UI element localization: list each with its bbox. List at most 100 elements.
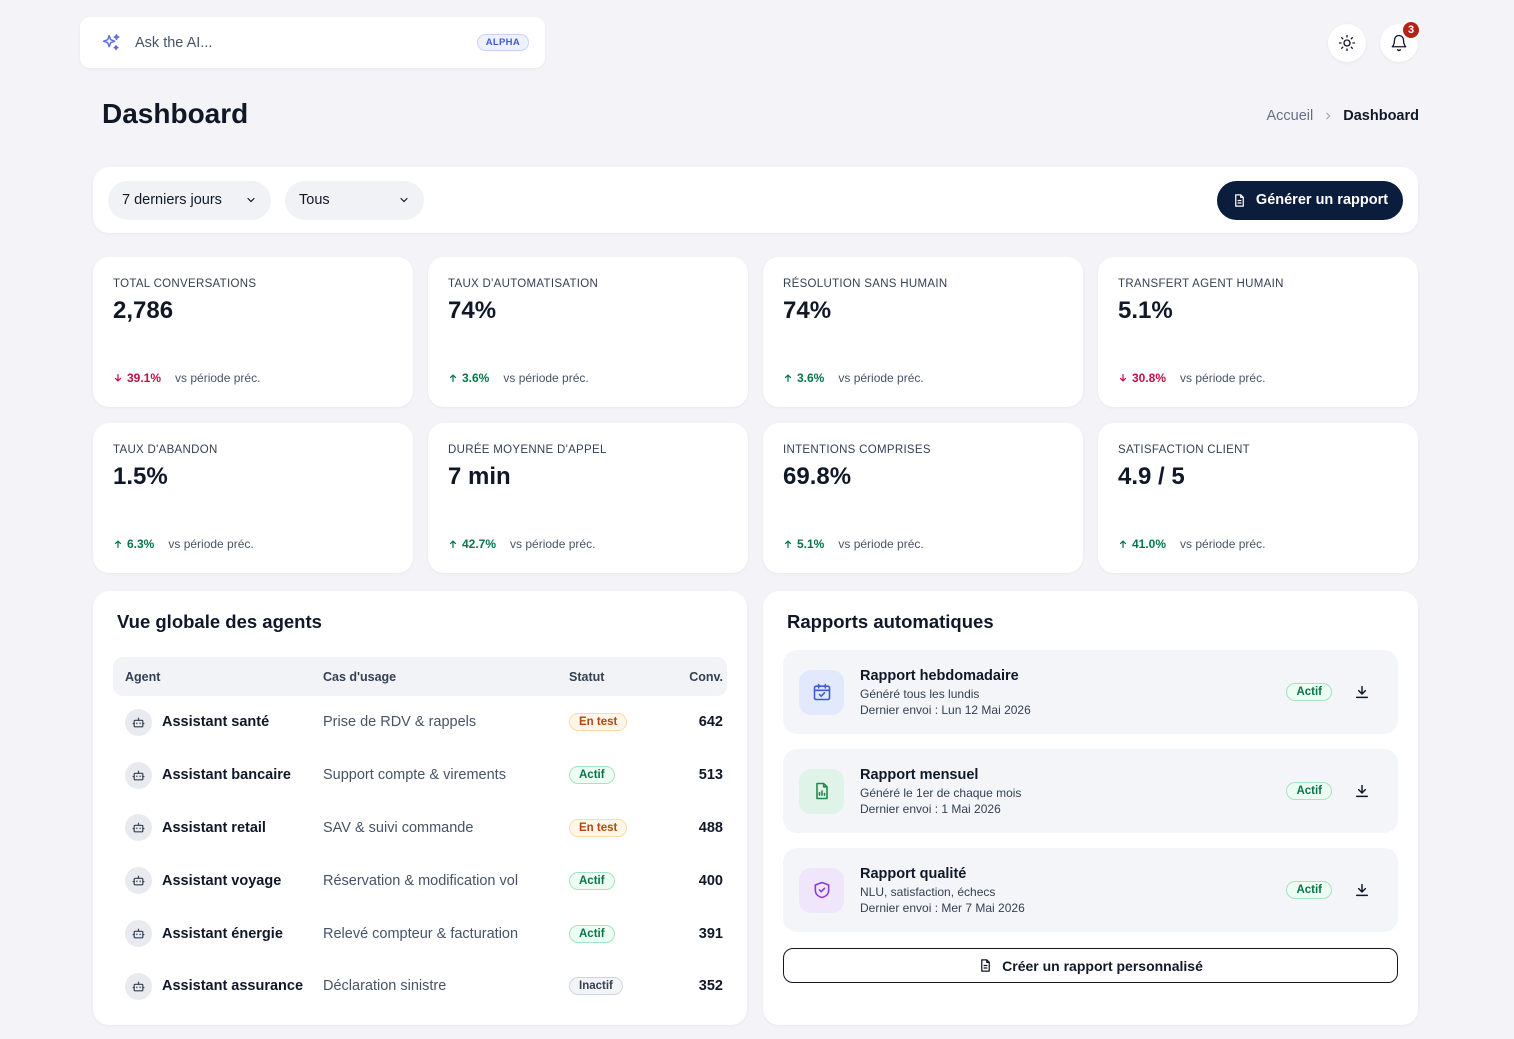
- arrow-down-icon: [1118, 373, 1128, 383]
- kpi-label: TOTAL CONVERSATIONS: [113, 278, 257, 290]
- download-icon[interactable]: [1354, 783, 1370, 799]
- reports-section-title: Rapports automatiques: [787, 611, 994, 632]
- status-cell: Actif: [569, 766, 649, 785]
- chevron-right-icon: [1323, 111, 1333, 121]
- table-row[interactable]: Assistant bancaire Support compte & virem…: [113, 749, 727, 802]
- table-row[interactable]: Assistant assurance Déclaration sinistre I…: [113, 960, 727, 1013]
- kpi-label: RÉSOLUTION SANS HUMAIN: [783, 278, 948, 290]
- kpi-delta: 6.3%: [113, 537, 154, 551]
- report-last-sent: Dernier envoi : 1 Mai 2026: [860, 801, 1001, 816]
- kpi-delta-value: 5.1%: [797, 537, 825, 551]
- agent-conversations: 642: [698, 714, 723, 731]
- kpi-trend: 30.8% vs période préc.: [1118, 371, 1265, 385]
- sparkle-icon: [100, 32, 122, 54]
- agent-conversations: 488: [698, 819, 723, 836]
- kpi-delta-value: 3.6%: [797, 371, 825, 385]
- status-cell: Actif: [569, 871, 649, 890]
- kpi-card: TAUX D'AUTOMATISATION 74% 3.6% vs période p…: [428, 257, 748, 407]
- kpi-value: 1.5%: [113, 463, 168, 490]
- kpi-card: SATISFACTION CLIENT 4.9 / 5 41.0% vs périod…: [1098, 423, 1418, 573]
- download-icon[interactable]: [1354, 684, 1370, 700]
- notifications-button[interactable]: 3: [1380, 20, 1421, 62]
- kpi-trend: 3.6% vs période préc.: [783, 371, 924, 385]
- status-badge: Actif: [569, 766, 615, 785]
- report-description: Généré le 1er de chaque mois: [860, 785, 1022, 800]
- kpi-label: SATISFACTION CLIENT: [1118, 444, 1251, 456]
- agents-table-header: Agent Cas d'usage Statut Conv.: [113, 657, 727, 696]
- document-icon: [1232, 193, 1256, 208]
- kpi-trend: 39.1% vs période préc.: [113, 371, 260, 385]
- kpi-trend: 42.7% vs période préc.: [448, 537, 595, 551]
- breadcrumb-home-link[interactable]: Accueil: [1266, 108, 1314, 124]
- agent-use-case: Réservation & modification vol: [323, 872, 519, 889]
- kpi-comparison-label: vs période préc.: [503, 371, 589, 385]
- report-description: Généré tous les lundis: [860, 686, 980, 701]
- report-item: Rapport qualité NLU, satisfaction, échecs…: [783, 848, 1398, 932]
- kpi-comparison-label: vs période préc.: [1180, 537, 1266, 551]
- kpi-delta-value: 3.6%: [462, 371, 490, 385]
- ai-search-placeholder: Ask the AI...: [135, 34, 213, 51]
- kpi-label: TAUX D'AUTOMATISATION: [448, 278, 599, 290]
- agent-cell: Assistant voyage: [113, 867, 323, 895]
- agents-overview-card: Vue globale des agents Agent Cas d'usage…: [93, 591, 747, 1025]
- shield-check-icon: [799, 867, 844, 913]
- table-row[interactable]: Assistant retail SAV & suivi commande En t…: [113, 802, 727, 855]
- kpi-label: INTENTIONS COMPRISES: [783, 444, 931, 456]
- kpi-card: DURÉE MOYENNE D'APPEL 7 min 42.7% vs périod…: [428, 423, 748, 573]
- agent-use-case: Relevé compteur & facturation: [323, 925, 519, 942]
- column-header-conversations: Conv.: [689, 669, 723, 684]
- kpi-trend: 5.1% vs période préc.: [783, 537, 924, 551]
- kpi-comparison-label: vs période préc.: [510, 537, 596, 551]
- report-title: Rapport mensuel: [860, 766, 979, 783]
- kpi-value: 74%: [448, 297, 497, 324]
- agent-name: Assistant bancaire: [162, 767, 291, 784]
- period-select[interactable]: 7 derniers jours: [108, 180, 271, 220]
- agent-use-case: Déclaration sinistre: [323, 978, 447, 995]
- generate-report-button[interactable]: Générer un rapport: [1217, 180, 1403, 220]
- report-item: Rapport hebdomadaire Généré tous les lund…: [783, 650, 1398, 734]
- status-badge: Inactif: [569, 977, 623, 996]
- status-badge: Actif: [1286, 782, 1332, 800]
- kpi-trend: 41.0% vs période préc.: [1118, 537, 1265, 551]
- report-text: Rapport mensuel Généré le 1er de chaque m…: [860, 767, 1286, 816]
- agent-use-case: Prise de RDV & rappels: [323, 714, 477, 731]
- kpi-delta: 3.6%: [783, 371, 824, 385]
- kpi-label: TAUX D'ABANDON: [113, 444, 218, 456]
- table-row[interactable]: Assistant voyage Réservation & modificati…: [113, 854, 727, 907]
- agent-conversations: 400: [698, 872, 723, 889]
- bot-icon: [125, 708, 152, 736]
- kpi-comparison-label: vs période préc.: [838, 537, 924, 551]
- arrow-up-icon: [448, 373, 458, 383]
- agent-name: Assistant santé: [162, 714, 270, 731]
- agent-name: Assistant assurance: [162, 978, 304, 995]
- kpi-value: 4.9 / 5: [1118, 463, 1185, 490]
- report-title: Rapport qualité: [860, 865, 967, 882]
- kpi-card: TOTAL CONVERSATIONS 2,786 39.1% vs période …: [93, 257, 413, 407]
- kpi-trend: 3.6% vs période préc.: [448, 371, 589, 385]
- kpi-delta: 5.1%: [783, 537, 824, 551]
- kpi-value: 7 min: [448, 463, 511, 490]
- status-cell: En test: [569, 713, 649, 732]
- bot-icon: [125, 920, 152, 948]
- generate-report-label: Générer un rapport: [1255, 192, 1389, 208]
- auto-reports-card: Rapports automatiques Rapport hebdomadai…: [763, 591, 1418, 1025]
- breadcrumb-current: Dashboard: [1343, 108, 1419, 124]
- ai-search-bar[interactable]: Ask the AI... ALPHA: [80, 17, 545, 68]
- report-title: Rapport hebdomadaire: [860, 667, 1019, 684]
- sun-icon: [1338, 34, 1356, 52]
- kpi-comparison-label: vs période préc.: [838, 371, 924, 385]
- report-last-sent: Dernier envoi : Mer 7 Mai 2026: [860, 900, 1025, 915]
- table-row[interactable]: Assistant énergie Relevé compteur & factu…: [113, 907, 727, 960]
- kpi-delta: 42.7%: [448, 537, 496, 551]
- document-icon: [978, 958, 1002, 973]
- kpi-delta: 39.1%: [113, 371, 161, 385]
- table-row[interactable]: Assistant santé Prise de RDV & rappels En …: [113, 696, 727, 749]
- theme-toggle-button[interactable]: [1328, 24, 1366, 62]
- status-badge: Actif: [1286, 683, 1332, 701]
- period-select-value: 7 derniers jours: [122, 192, 222, 208]
- create-custom-report-button[interactable]: Créer un rapport personnalisé: [783, 948, 1398, 983]
- agent-conversations: 352: [698, 978, 723, 995]
- scope-select[interactable]: Tous: [285, 180, 424, 220]
- download-icon[interactable]: [1354, 882, 1370, 898]
- kpi-card: RÉSOLUTION SANS HUMAIN 74% 3.6% vs période …: [763, 257, 1083, 407]
